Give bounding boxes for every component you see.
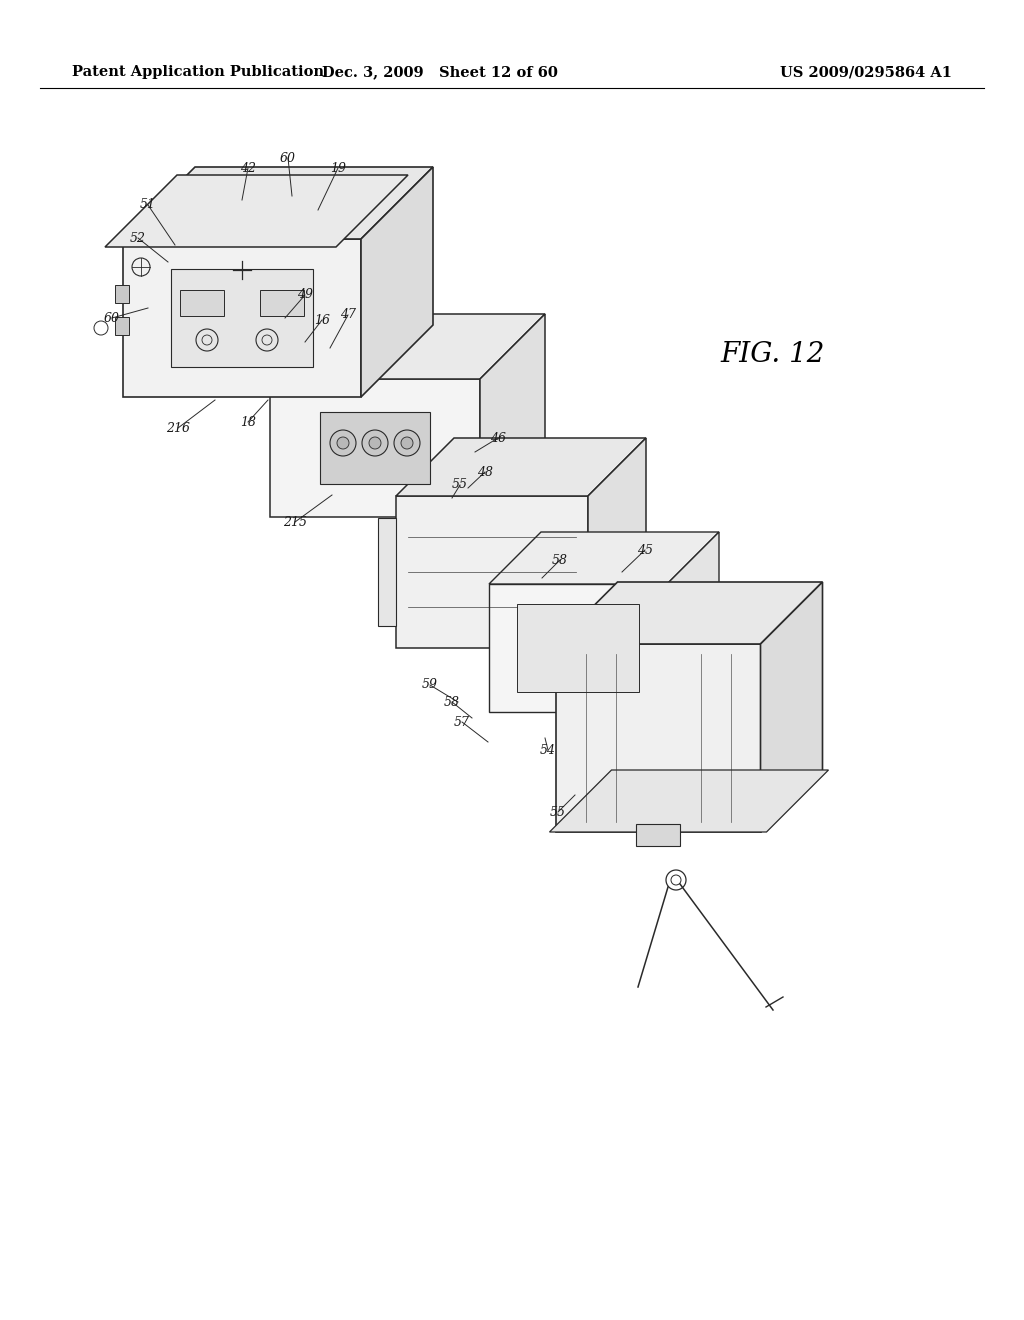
Bar (115, 317, 129, 335)
Circle shape (362, 430, 388, 455)
Polygon shape (105, 176, 408, 247)
Polygon shape (667, 532, 719, 711)
Polygon shape (489, 583, 667, 711)
Polygon shape (123, 239, 361, 397)
Bar (636, 824, 680, 846)
Text: 52: 52 (130, 231, 146, 244)
Polygon shape (550, 770, 828, 832)
Text: 49: 49 (297, 289, 313, 301)
Text: Patent Application Publication: Patent Application Publication (72, 65, 324, 79)
Polygon shape (270, 379, 480, 517)
Bar (115, 285, 129, 304)
Text: FIG. 12: FIG. 12 (720, 342, 824, 368)
Circle shape (394, 430, 420, 455)
Text: 46: 46 (490, 432, 506, 445)
Text: US 2009/0295864 A1: US 2009/0295864 A1 (780, 65, 952, 79)
Polygon shape (480, 314, 545, 517)
Circle shape (401, 437, 413, 449)
Polygon shape (555, 582, 822, 644)
Bar (260, 290, 304, 315)
Text: Dec. 3, 2009   Sheet 12 of 60: Dec. 3, 2009 Sheet 12 of 60 (323, 65, 558, 79)
Text: 216: 216 (166, 421, 190, 434)
Polygon shape (489, 532, 719, 583)
Text: 59: 59 (422, 678, 438, 692)
Polygon shape (517, 605, 639, 692)
Circle shape (330, 430, 356, 455)
Circle shape (369, 437, 381, 449)
Polygon shape (396, 438, 646, 496)
Text: 42: 42 (240, 161, 256, 174)
Polygon shape (123, 168, 433, 239)
Polygon shape (555, 644, 761, 832)
Text: 60: 60 (280, 152, 296, 165)
Text: 45: 45 (637, 544, 653, 557)
Polygon shape (396, 496, 588, 648)
Text: 57: 57 (454, 715, 470, 729)
Text: 58: 58 (444, 696, 460, 709)
Polygon shape (378, 517, 396, 626)
Text: 54: 54 (540, 743, 556, 756)
Text: 51: 51 (140, 198, 156, 211)
Text: 16: 16 (314, 314, 330, 326)
Polygon shape (588, 438, 646, 648)
Text: 58: 58 (552, 553, 568, 566)
Text: 55: 55 (452, 479, 468, 491)
Polygon shape (361, 168, 433, 397)
Circle shape (337, 437, 349, 449)
Polygon shape (761, 582, 822, 832)
Text: 215: 215 (283, 516, 307, 528)
Text: 18: 18 (240, 416, 256, 429)
Text: 47: 47 (340, 309, 356, 322)
Polygon shape (321, 412, 430, 484)
Text: 19: 19 (330, 161, 346, 174)
Text: 48: 48 (477, 466, 493, 479)
Text: 55: 55 (550, 805, 566, 818)
Polygon shape (171, 269, 313, 367)
Text: 60: 60 (104, 312, 120, 325)
Polygon shape (270, 314, 545, 379)
Bar (180, 290, 224, 315)
